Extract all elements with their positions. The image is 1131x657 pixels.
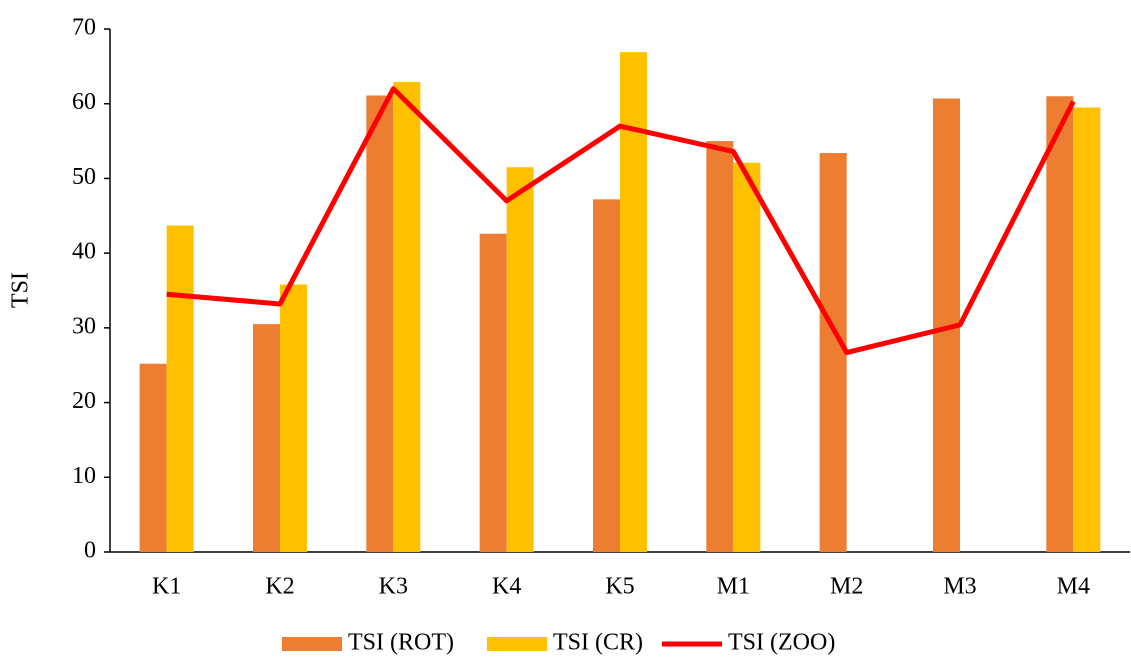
y-axis-label: TSI: [8, 272, 34, 308]
y-tick-label: 0: [84, 538, 96, 564]
y-tick-label: 50: [72, 164, 96, 190]
line: [166, 86, 1076, 356]
y-tick-label: 30: [72, 313, 96, 339]
legend-label: TSI (ZOO): [728, 630, 835, 656]
bar: [819, 153, 847, 553]
bar: [1046, 96, 1074, 552]
bar: [166, 225, 194, 552]
legend-label: TSI (CR): [553, 630, 643, 656]
y-tick-label: 70: [72, 15, 96, 41]
bar: [479, 233, 507, 552]
legend-swatch: [282, 637, 342, 651]
bar: [706, 141, 734, 553]
x-tick-label: M1: [717, 574, 750, 600]
legend-label: TSI (ROT): [348, 630, 454, 656]
bar: [280, 284, 307, 552]
y-tick-label: 20: [72, 388, 96, 414]
x-tick-label: M3: [943, 574, 976, 600]
bar: [139, 363, 167, 552]
bar: [1073, 107, 1101, 552]
x-tick-label: K2: [265, 574, 294, 600]
x-tick-label: K5: [605, 574, 634, 600]
bar: [253, 324, 280, 552]
x-tick-label: M2: [830, 574, 863, 600]
x-tick-label: K3: [379, 574, 408, 600]
bar: [506, 167, 534, 552]
x-tick-label: K4: [492, 574, 521, 600]
x-tick-label: K1: [152, 574, 181, 600]
bar: [393, 82, 421, 552]
y-tick-label: 10: [72, 463, 96, 489]
bar: [620, 52, 647, 552]
y-tick-label: 40: [72, 239, 96, 265]
legend-swatch: [487, 637, 547, 651]
bar: [593, 199, 620, 552]
bar: [733, 162, 761, 552]
x-tick-label: M4: [1057, 574, 1090, 600]
y-tick-label: 60: [72, 89, 96, 115]
bar: [366, 95, 394, 552]
